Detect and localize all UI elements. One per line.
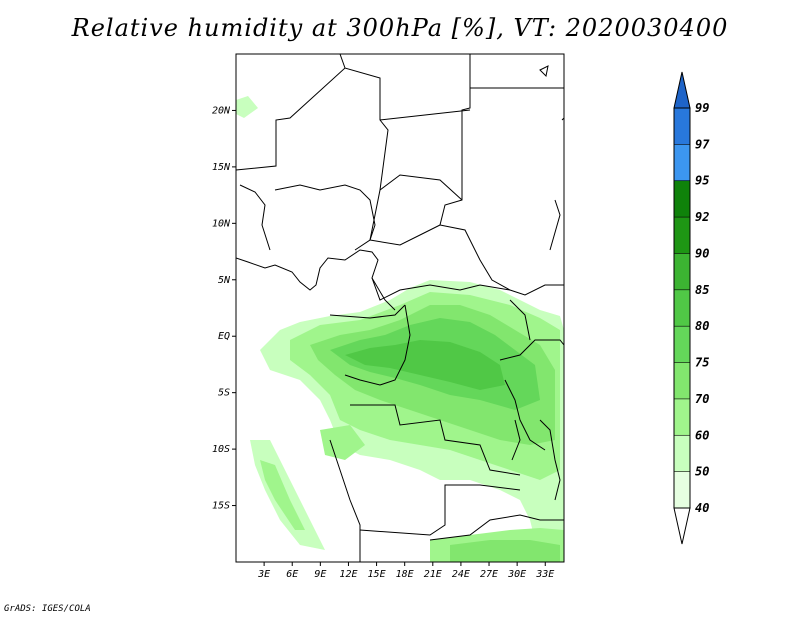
lon-tick-label: 15E	[368, 569, 386, 580]
colorbar-label: 75	[695, 356, 709, 370]
latitude-axis: 20N 15N 10N 5N EQ 5S 10S 15S	[212, 105, 236, 512]
colorbar-label: 80	[695, 319, 709, 333]
colorbar-segment	[674, 398, 690, 436]
colorbar-label: 97	[695, 137, 710, 151]
colorbar: 40 50 60 70 75 80 85 90 92 95 97 99	[673, 71, 710, 545]
lon-tick-label: 24E	[452, 569, 470, 580]
lon-tick-label: 12E	[339, 569, 357, 580]
colorbar-label: 40	[695, 501, 709, 515]
lon-tick-label: 6E	[286, 569, 298, 580]
lat-tick-label: EQ	[218, 331, 230, 342]
colorbar-segment	[674, 326, 690, 363]
lat-tick-label: 15N	[212, 162, 231, 173]
colorbar-label: 99	[695, 101, 709, 115]
colorbar-segment	[674, 108, 690, 145]
colorbar-label: 85	[695, 283, 709, 297]
colorbar-segment	[674, 253, 690, 290]
lon-tick-label: 27E	[480, 569, 498, 580]
colorbar-label: 60	[695, 428, 709, 442]
colorbar-segment	[674, 144, 690, 181]
colorbar-segment	[674, 217, 690, 254]
colorbar-segment	[674, 362, 690, 399]
colorbar-segment	[674, 289, 690, 327]
lat-tick-label: 15S	[212, 501, 230, 512]
lat-tick-label: 10N	[212, 218, 231, 229]
grads-credit: GrADS: IGES/COLA	[4, 604, 91, 614]
country-borders	[236, 54, 564, 562]
lon-tick-label: 3E	[257, 569, 270, 580]
lat-tick-label: 5N	[218, 275, 231, 286]
lon-tick-label: 30E	[507, 569, 526, 580]
lon-tick-label: 33E	[535, 569, 554, 580]
lat-tick-label: 5S	[218, 388, 230, 399]
colorbar-high-triangle	[673, 71, 691, 109]
lon-tick-label: 21E	[424, 569, 442, 580]
colorbar-segment	[674, 471, 690, 508]
lon-tick-label: 9E	[314, 569, 326, 580]
colorbar-label: 95	[695, 174, 709, 188]
colorbar-segment	[674, 435, 690, 472]
colorbar-label: 92	[695, 210, 709, 224]
colorbar-segment	[674, 180, 690, 218]
lat-tick-label: 20N	[212, 105, 231, 116]
colorbar-label: 90	[695, 246, 709, 260]
longitude-axis: 3E 6E 9E 12E 15E 18E 21E 24E 27E 30E 33E	[257, 562, 554, 580]
map-title: Relative humidity at 300hPa [%], VT: 202…	[71, 14, 729, 42]
humidity-shading	[236, 96, 564, 562]
map-frame	[235, 53, 565, 563]
lon-tick-label: 18E	[396, 569, 414, 580]
lat-tick-label: 10S	[212, 444, 230, 455]
colorbar-low-triangle	[673, 507, 691, 545]
colorbar-label: 50	[695, 465, 709, 479]
colorbar-label: 70	[695, 392, 709, 406]
